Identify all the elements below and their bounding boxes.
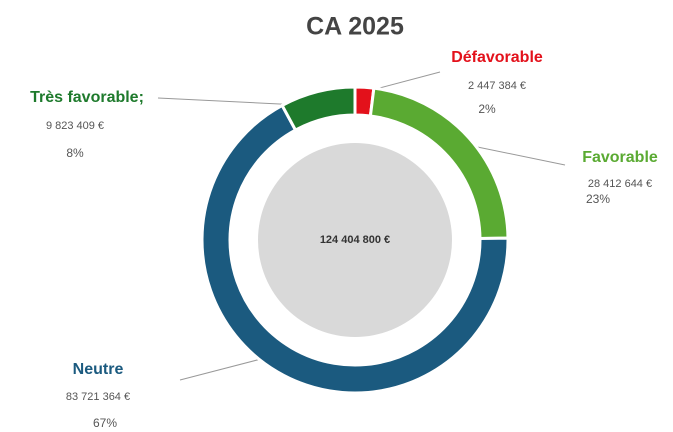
center-circle (258, 143, 452, 337)
leader-line (371, 71, 441, 91)
donut-segment (200, 103, 510, 395)
value-label: 83 721 364 € (66, 391, 130, 403)
category-label: Très favorable; (30, 89, 144, 106)
percent-label: 2% (478, 102, 496, 116)
value-label: 9 823 409 € (46, 120, 104, 132)
value-label: 28 412 644 € (588, 178, 652, 190)
leader-line (157, 97, 301, 106)
chart-title: CA 2025 (306, 13, 404, 41)
category-label: Favorable (582, 149, 658, 166)
category-label: Défavorable (451, 49, 543, 66)
donut-segment (280, 85, 357, 133)
value-label: 2 447 384 € (468, 80, 526, 92)
percent-label: 23% (586, 192, 610, 206)
total-label: 124 404 800 € (320, 234, 390, 246)
percent-label: 8% (66, 146, 84, 160)
category-label: Neutre (73, 361, 124, 378)
percent-label: 67% (93, 416, 117, 430)
